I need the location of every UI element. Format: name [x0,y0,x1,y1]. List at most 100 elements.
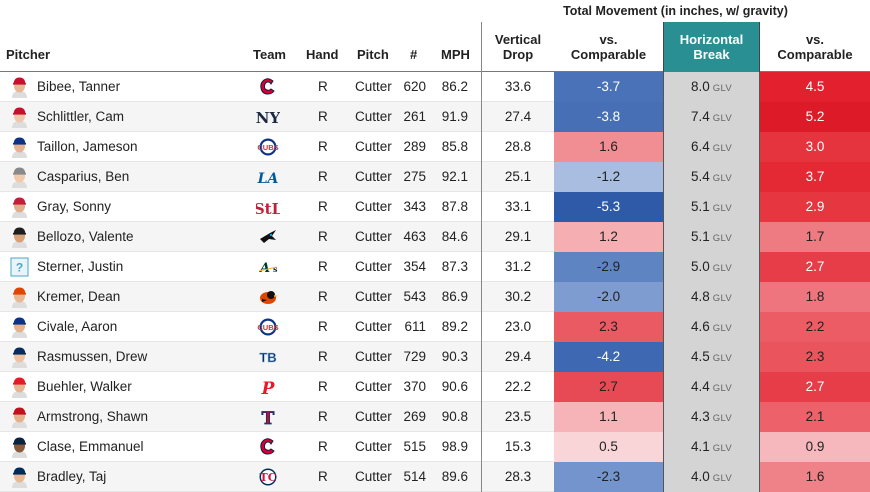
pitcher-name[interactable]: Sterner, Justin [37,259,124,274]
svg-text:P: P [261,379,276,397]
table-row[interactable]: Rasmussen, Drew TB R Cutter 729 90.3 29.4 -4.2 4… [0,342,870,372]
vertical-vs-comparable-value: -3.7 [554,72,663,102]
horizontal-vs-comparable-value: 4.5 [760,72,870,102]
pitcher-headshot [10,316,29,338]
pitcher-headshot [10,286,29,308]
horizontal-break-cell: 4.8 GLV [663,282,760,312]
horizontal-break-value: 5.4 [691,169,710,184]
col-header-hand[interactable]: Hand [306,47,339,62]
pitcher-name[interactable]: Casparius, Ben [37,169,130,184]
vertical-vs-comparable-value: -2.0 [554,282,663,312]
horizontal-break-value: 8.0 [691,79,710,94]
pitcher-name[interactable]: Buehler, Walker [37,379,132,394]
table-row[interactable]: Schlittler, Cam NY R Cutter 261 91.9 27.4 -3.8 7… [0,102,870,132]
vertical-vs-comparable-value: -2.9 [554,252,663,282]
horizontal-break-value: 4.8 [691,289,710,304]
table-row[interactable]: Armstrong, Shawn T R Cutter 269 90.8 23.5 1.1 4.… [0,402,870,432]
vertical-drop-value: 31.2 [481,252,554,282]
horizontal-vs-comparable-value: 1.8 [760,282,870,312]
cubs-logo: CUBS [256,137,280,157]
table-row[interactable]: Clase, Emmanuel R Cutter 515 98.9 15.3 0.5 4.1 G… [0,432,870,462]
table-row[interactable]: Casparius, Ben LA R Cutter 275 92.1 25.1 -1.2 5.… [0,162,870,192]
svg-text:s: s [273,264,278,274]
pitch-type: Cutter [355,469,392,484]
horizontal-break-value: 5.1 [691,199,710,214]
table-row[interactable]: Gray, Sonny StL R Cutter 343 87.8 33.1 -5.3 5.1 G… [0,192,870,222]
col-header-mph[interactable]: MPH [441,47,470,62]
horizontal-break-cell: 5.1 GLV [663,192,760,222]
col-header-horizontal-break[interactable]: Horizontal Break [663,22,760,72]
pitch-type: Cutter [355,349,392,364]
table-row[interactable]: Bradley, Taj TC R Cutter 514 89.6 28.3 -2.3 4.0 G… [0,462,870,492]
horizontal-break-value: 7.4 [691,109,710,124]
glv-label: GLV [712,473,732,484]
pitcher-name[interactable]: Rasmussen, Drew [37,349,148,364]
velocity-mph: 90.3 [441,349,468,364]
horizontal-break-value: 4.3 [691,409,710,424]
pitcher-headshot [10,406,29,428]
pitcher-name[interactable]: Civale, Aaron [37,319,118,334]
col-header-vs-comparable-horizontal[interactable]: vs. Comparable [777,32,853,62]
table-header: Pitcher Team Hand Pitch # MPH Vertical Dr… [0,22,870,72]
horizontal-break-value: 4.0 [691,469,710,484]
svg-text:LA: LA [257,171,279,187]
guardians-logo [256,437,280,457]
velocity-mph: 90.8 [441,409,468,424]
velocity-mph: 90.6 [441,379,468,394]
throwing-hand: R [318,319,328,334]
horizontal-vs-comparable-value: 3.0 [760,132,870,162]
col-header-vertical-drop[interactable]: Vertical Drop [481,22,554,72]
col-header-team[interactable]: Team [253,47,286,62]
pitch-count: 729 [403,349,426,364]
horizontal-break-cell: 4.5 GLV [663,342,760,372]
glv-label: GLV [712,143,732,154]
throwing-hand: R [318,409,328,424]
pitcher-name[interactable]: Gray, Sonny [37,199,112,214]
pitch-type: Cutter [355,379,392,394]
pitcher-headshot [10,106,29,128]
horizontal-break-value: 6.4 [691,139,710,154]
pitcher-name[interactable]: Armstrong, Shawn [37,409,149,424]
pitcher-name[interactable]: Clase, Emmanuel [37,439,144,454]
pitcher-headshot [10,376,29,398]
velocity-mph: 85.8 [441,139,468,154]
table-row[interactable]: Bibee, Tanner R Cutter 620 86.2 33.6 -3.7 8.0 GL… [0,72,870,102]
pitcher-headshot [10,346,29,368]
throwing-hand: R [318,439,328,454]
pitcher-headshot [10,436,29,458]
col-header-vs-comparable-vertical[interactable]: vs. Comparable [570,32,647,62]
throwing-hand: R [318,469,328,484]
table-row[interactable]: Buehler, Walker P R Cutter 370 90.6 22.2 2.7 4.4… [0,372,870,402]
svg-text:StL: StL [256,200,280,217]
pitch-count: 515 [403,439,426,454]
table-row[interactable]: Kremer, Dean R Cutter 543 86.9 30.2 -2.0 4.8 GLV… [0,282,870,312]
throwing-hand: R [318,79,328,94]
pitch-count: 261 [403,109,426,124]
vertical-drop-value: 33.6 [481,72,554,102]
col-header-pitcher[interactable]: Pitcher [6,47,51,62]
table-body: Bibee, Tanner R Cutter 620 86.2 33.6 -3.7 8.0 GL… [0,72,870,492]
horizontal-break-cell: 4.4 GLV [663,372,760,402]
pitch-movement-table: Pitcher Team Hand Pitch # MPH Vertical Dr… [0,22,870,492]
vertical-vs-comparable-value: 0.5 [554,432,663,462]
pitcher-name[interactable]: Bibee, Tanner [37,79,121,94]
table-row[interactable]: Bellozo, Valente R Cutter 463 84.6 29.1 1.2 5.1… [0,222,870,252]
table-row[interactable]: Taillon, Jameson CUBS R Cutter 289 85.8 28.8 1.… [0,132,870,162]
pitch-count: 354 [403,259,426,274]
pitcher-name[interactable]: Bradley, Taj [37,469,107,484]
horizontal-vs-comparable-value: 2.9 [760,192,870,222]
throwing-hand: R [318,109,328,124]
throwing-hand: R [318,259,328,274]
pitcher-name[interactable]: Bellozo, Valente [37,229,134,244]
pitcher-name[interactable]: Schlittler, Cam [37,109,125,124]
col-header-count[interactable]: # [410,47,418,62]
velocity-mph: 84.6 [441,229,468,244]
table-row[interactable]: Civale, Aaron CUBS R Cutter 611 89.2 23.0 2.3 4.… [0,312,870,342]
col-header-pitch[interactable]: Pitch [357,47,389,62]
dodgers-logo: LA [256,167,280,187]
pitcher-name[interactable]: Taillon, Jameson [37,139,138,154]
pitcher-name[interactable]: Kremer, Dean [37,289,121,304]
vertical-vs-comparable-value: -2.3 [554,462,663,492]
